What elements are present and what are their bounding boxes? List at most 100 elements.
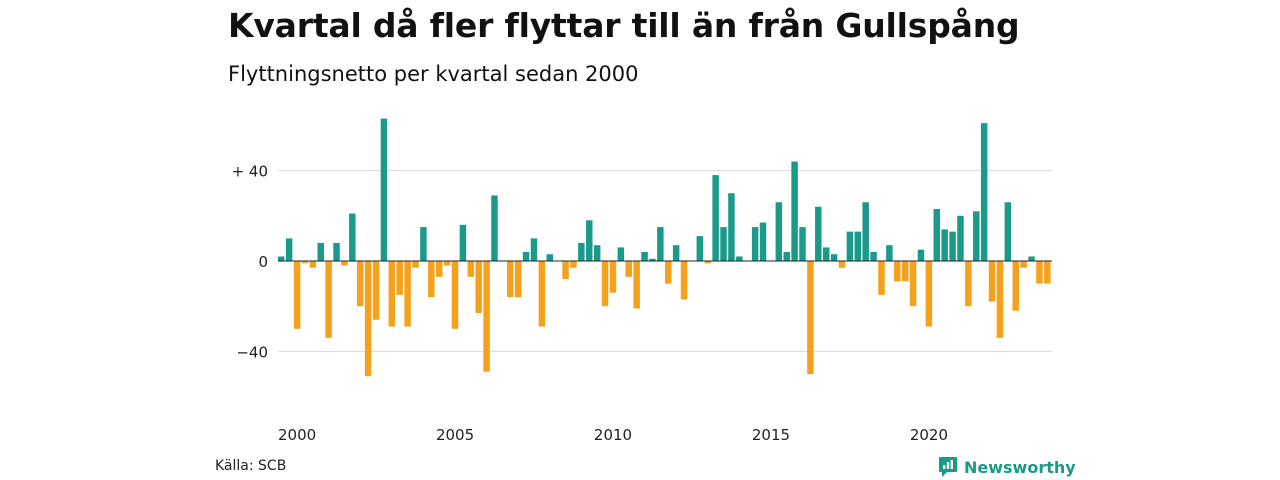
brand-logo: Newsworthy — [938, 456, 1076, 478]
bar — [696, 236, 704, 261]
bar — [341, 261, 348, 266]
bar — [388, 261, 396, 327]
bar — [815, 206, 822, 261]
bar — [633, 261, 640, 309]
bar — [309, 261, 317, 268]
bar — [601, 261, 609, 307]
chart-title: Kvartal då fler flyttar till än från Gul… — [228, 6, 1020, 45]
bar — [728, 193, 735, 261]
bar — [325, 261, 332, 338]
x-tick-label: 2005 — [436, 426, 474, 444]
bar — [593, 245, 601, 261]
newsworthy-logo-icon — [939, 457, 957, 477]
bar — [807, 261, 814, 374]
bar — [704, 261, 711, 264]
bar — [830, 254, 838, 261]
bar — [822, 247, 830, 261]
bar — [530, 238, 538, 261]
bar — [333, 242, 340, 261]
y-tick-label: −40 — [236, 343, 268, 361]
bar — [854, 231, 862, 261]
bar — [901, 261, 909, 282]
bar — [475, 261, 482, 313]
bar — [428, 261, 435, 298]
bar — [775, 202, 783, 261]
bar — [712, 175, 719, 261]
bar — [949, 231, 956, 261]
bar — [909, 261, 917, 307]
bar — [483, 261, 490, 372]
bar — [459, 224, 467, 261]
bar — [870, 251, 877, 261]
bar — [412, 261, 419, 268]
bar — [1028, 256, 1035, 261]
bar — [957, 215, 964, 261]
chart-subtitle: Flyttningsnetto per kvartal sedan 2000 — [228, 62, 639, 86]
bar — [467, 261, 475, 277]
bar — [1020, 261, 1027, 268]
bar — [546, 254, 554, 261]
bar — [562, 261, 569, 280]
bar — [973, 211, 980, 261]
bar — [514, 261, 522, 298]
y-tick-label: 0 — [258, 253, 268, 271]
bar — [364, 261, 372, 377]
bar — [609, 261, 617, 293]
x-tick-label: 2015 — [752, 426, 790, 444]
bar — [578, 242, 585, 261]
bar — [586, 220, 593, 261]
bar — [649, 258, 656, 261]
bar — [720, 227, 727, 261]
bar — [1012, 261, 1019, 311]
bar — [420, 227, 427, 261]
bar — [783, 251, 790, 261]
bar — [356, 261, 364, 307]
bar — [862, 202, 869, 261]
bar — [349, 213, 356, 261]
bar — [751, 227, 759, 261]
bar — [380, 118, 388, 262]
bar — [301, 261, 309, 264]
bar — [799, 227, 806, 261]
bar — [925, 261, 933, 327]
bar — [736, 256, 743, 261]
x-tick-label: 2020 — [910, 426, 948, 444]
bar — [625, 261, 632, 277]
bar — [293, 261, 301, 329]
bar — [894, 261, 901, 282]
source-note: Källa: SCB — [215, 458, 287, 474]
bar — [522, 251, 530, 261]
bar — [791, 161, 798, 261]
bar — [980, 123, 988, 261]
bar — [846, 231, 854, 261]
bar — [491, 195, 498, 261]
bar — [507, 261, 514, 298]
brand-name: Newsworthy — [964, 457, 1076, 477]
bar — [878, 261, 885, 295]
bar — [396, 261, 403, 295]
bar — [933, 209, 941, 261]
bar — [451, 261, 459, 329]
bar — [1036, 261, 1043, 284]
bar — [672, 245, 680, 261]
bar — [1044, 261, 1051, 284]
bar — [996, 261, 1004, 338]
bar — [838, 261, 846, 268]
bar — [657, 227, 664, 261]
bar — [435, 261, 443, 277]
bar — [278, 256, 285, 261]
bar — [372, 261, 380, 320]
bar — [317, 242, 324, 261]
bar — [988, 261, 996, 302]
bar — [641, 251, 648, 261]
bar — [1004, 202, 1012, 261]
bar — [285, 238, 293, 261]
bar — [665, 261, 672, 284]
bar — [570, 261, 577, 268]
bar — [965, 261, 972, 307]
bar — [941, 229, 948, 261]
bar — [917, 249, 925, 261]
bar — [617, 247, 625, 261]
bar — [404, 261, 411, 327]
